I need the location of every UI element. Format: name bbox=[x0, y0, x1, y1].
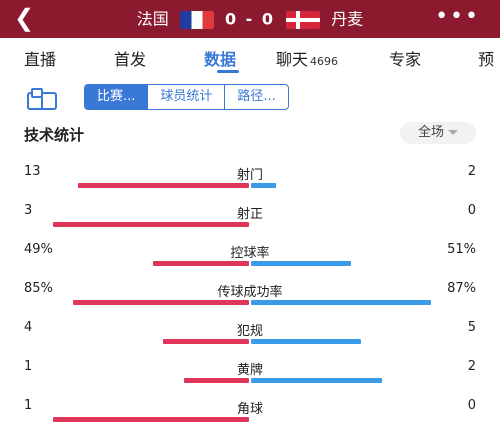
home-value: 13 bbox=[24, 164, 41, 179]
stats-toolbar: 比赛... 球员统计 路径... bbox=[0, 82, 500, 114]
segment-path[interactable]: 路径... bbox=[237, 89, 276, 104]
home-bar bbox=[53, 417, 249, 422]
tab-experts[interactable]: 专家 bbox=[389, 50, 422, 69]
home-value: 1 bbox=[24, 359, 33, 374]
back-arrow-icon[interactable]: ❮ bbox=[14, 4, 35, 32]
away-value: 2 bbox=[467, 164, 476, 179]
tab-prediction[interactable]: 预 bbox=[478, 50, 495, 69]
away-value: 2 bbox=[467, 359, 476, 374]
away-value: 51% bbox=[447, 242, 476, 257]
home-bar bbox=[163, 339, 249, 344]
match-header: ❮ 法国 0 - 0 丹麦 ••• bbox=[0, 0, 500, 38]
stat-name: 射正 bbox=[236, 207, 263, 222]
away-bar bbox=[251, 183, 276, 188]
away-team-name: 丹麦 bbox=[331, 9, 364, 29]
stat-row: 49% 控球率 51% bbox=[0, 242, 500, 278]
away-value: 87% bbox=[447, 281, 476, 296]
denmark-flag-icon bbox=[286, 10, 321, 29]
match-score: 0 - 0 bbox=[224, 9, 276, 29]
away-bar bbox=[251, 339, 361, 344]
tab-chat[interactable]: 聊天 4696 bbox=[276, 50, 339, 69]
stat-row: 4 犯规 5 bbox=[0, 320, 500, 356]
away-value: 5 bbox=[467, 320, 476, 335]
stat-row: 1 黄牌 2 bbox=[0, 359, 500, 395]
stat-name: 控球率 bbox=[230, 246, 270, 261]
stat-row: 1 角球 0 bbox=[0, 398, 500, 434]
home-bar bbox=[53, 222, 249, 227]
stat-name: 角球 bbox=[236, 402, 263, 417]
chat-count: 4696 bbox=[310, 55, 339, 68]
stat-name: 犯规 bbox=[236, 324, 263, 339]
stadium-view-icon[interactable] bbox=[26, 87, 60, 111]
away-bar bbox=[251, 300, 431, 305]
stat-name: 射门 bbox=[236, 168, 263, 183]
home-bar bbox=[184, 378, 249, 383]
scope-dropdown[interactable]: 全场 bbox=[400, 122, 476, 144]
home-bar bbox=[73, 300, 249, 305]
stat-row: 13 射门 2 bbox=[0, 164, 500, 200]
away-value: 0 bbox=[467, 203, 476, 218]
stat-row: 3 射正 0 bbox=[0, 203, 500, 239]
home-value: 3 bbox=[24, 203, 33, 218]
segment-player-stats[interactable]: 球员统计 bbox=[148, 85, 226, 109]
home-value: 49% bbox=[24, 242, 53, 257]
away-bar bbox=[251, 378, 382, 383]
stats-segment-control: 比赛... 球员统计 路径... bbox=[84, 84, 289, 110]
home-bar bbox=[78, 183, 249, 188]
stat-name: 黄牌 bbox=[236, 363, 263, 378]
away-bar bbox=[251, 261, 351, 266]
tab-data[interactable]: 数据 bbox=[204, 50, 237, 69]
active-tab-indicator bbox=[217, 70, 239, 73]
stat-name: 传球成功率 bbox=[217, 285, 283, 300]
home-value: 85% bbox=[24, 281, 53, 296]
tab-lineup[interactable]: 首发 bbox=[114, 50, 147, 69]
scope-label: 全场 bbox=[417, 125, 444, 140]
france-flag-icon bbox=[179, 10, 214, 29]
more-options-icon[interactable]: ••• bbox=[435, 4, 480, 29]
caret-down-icon bbox=[448, 130, 458, 135]
stat-row: 85% 传球成功率 87% bbox=[0, 281, 500, 317]
segment-match[interactable]: 比赛... bbox=[85, 85, 149, 109]
section-title: 技术统计 bbox=[24, 126, 85, 144]
tab-live[interactable]: 直播 bbox=[24, 50, 57, 69]
home-value: 4 bbox=[24, 320, 33, 335]
tab-bar: 直播 首发 数据 聊天 4696 专家 预 bbox=[0, 38, 500, 74]
away-value: 0 bbox=[467, 398, 476, 413]
match-title: 法国 0 - 0 丹麦 bbox=[0, 9, 500, 30]
home-team-name: 法国 bbox=[136, 9, 169, 29]
home-value: 1 bbox=[24, 398, 33, 413]
home-bar bbox=[153, 261, 249, 266]
